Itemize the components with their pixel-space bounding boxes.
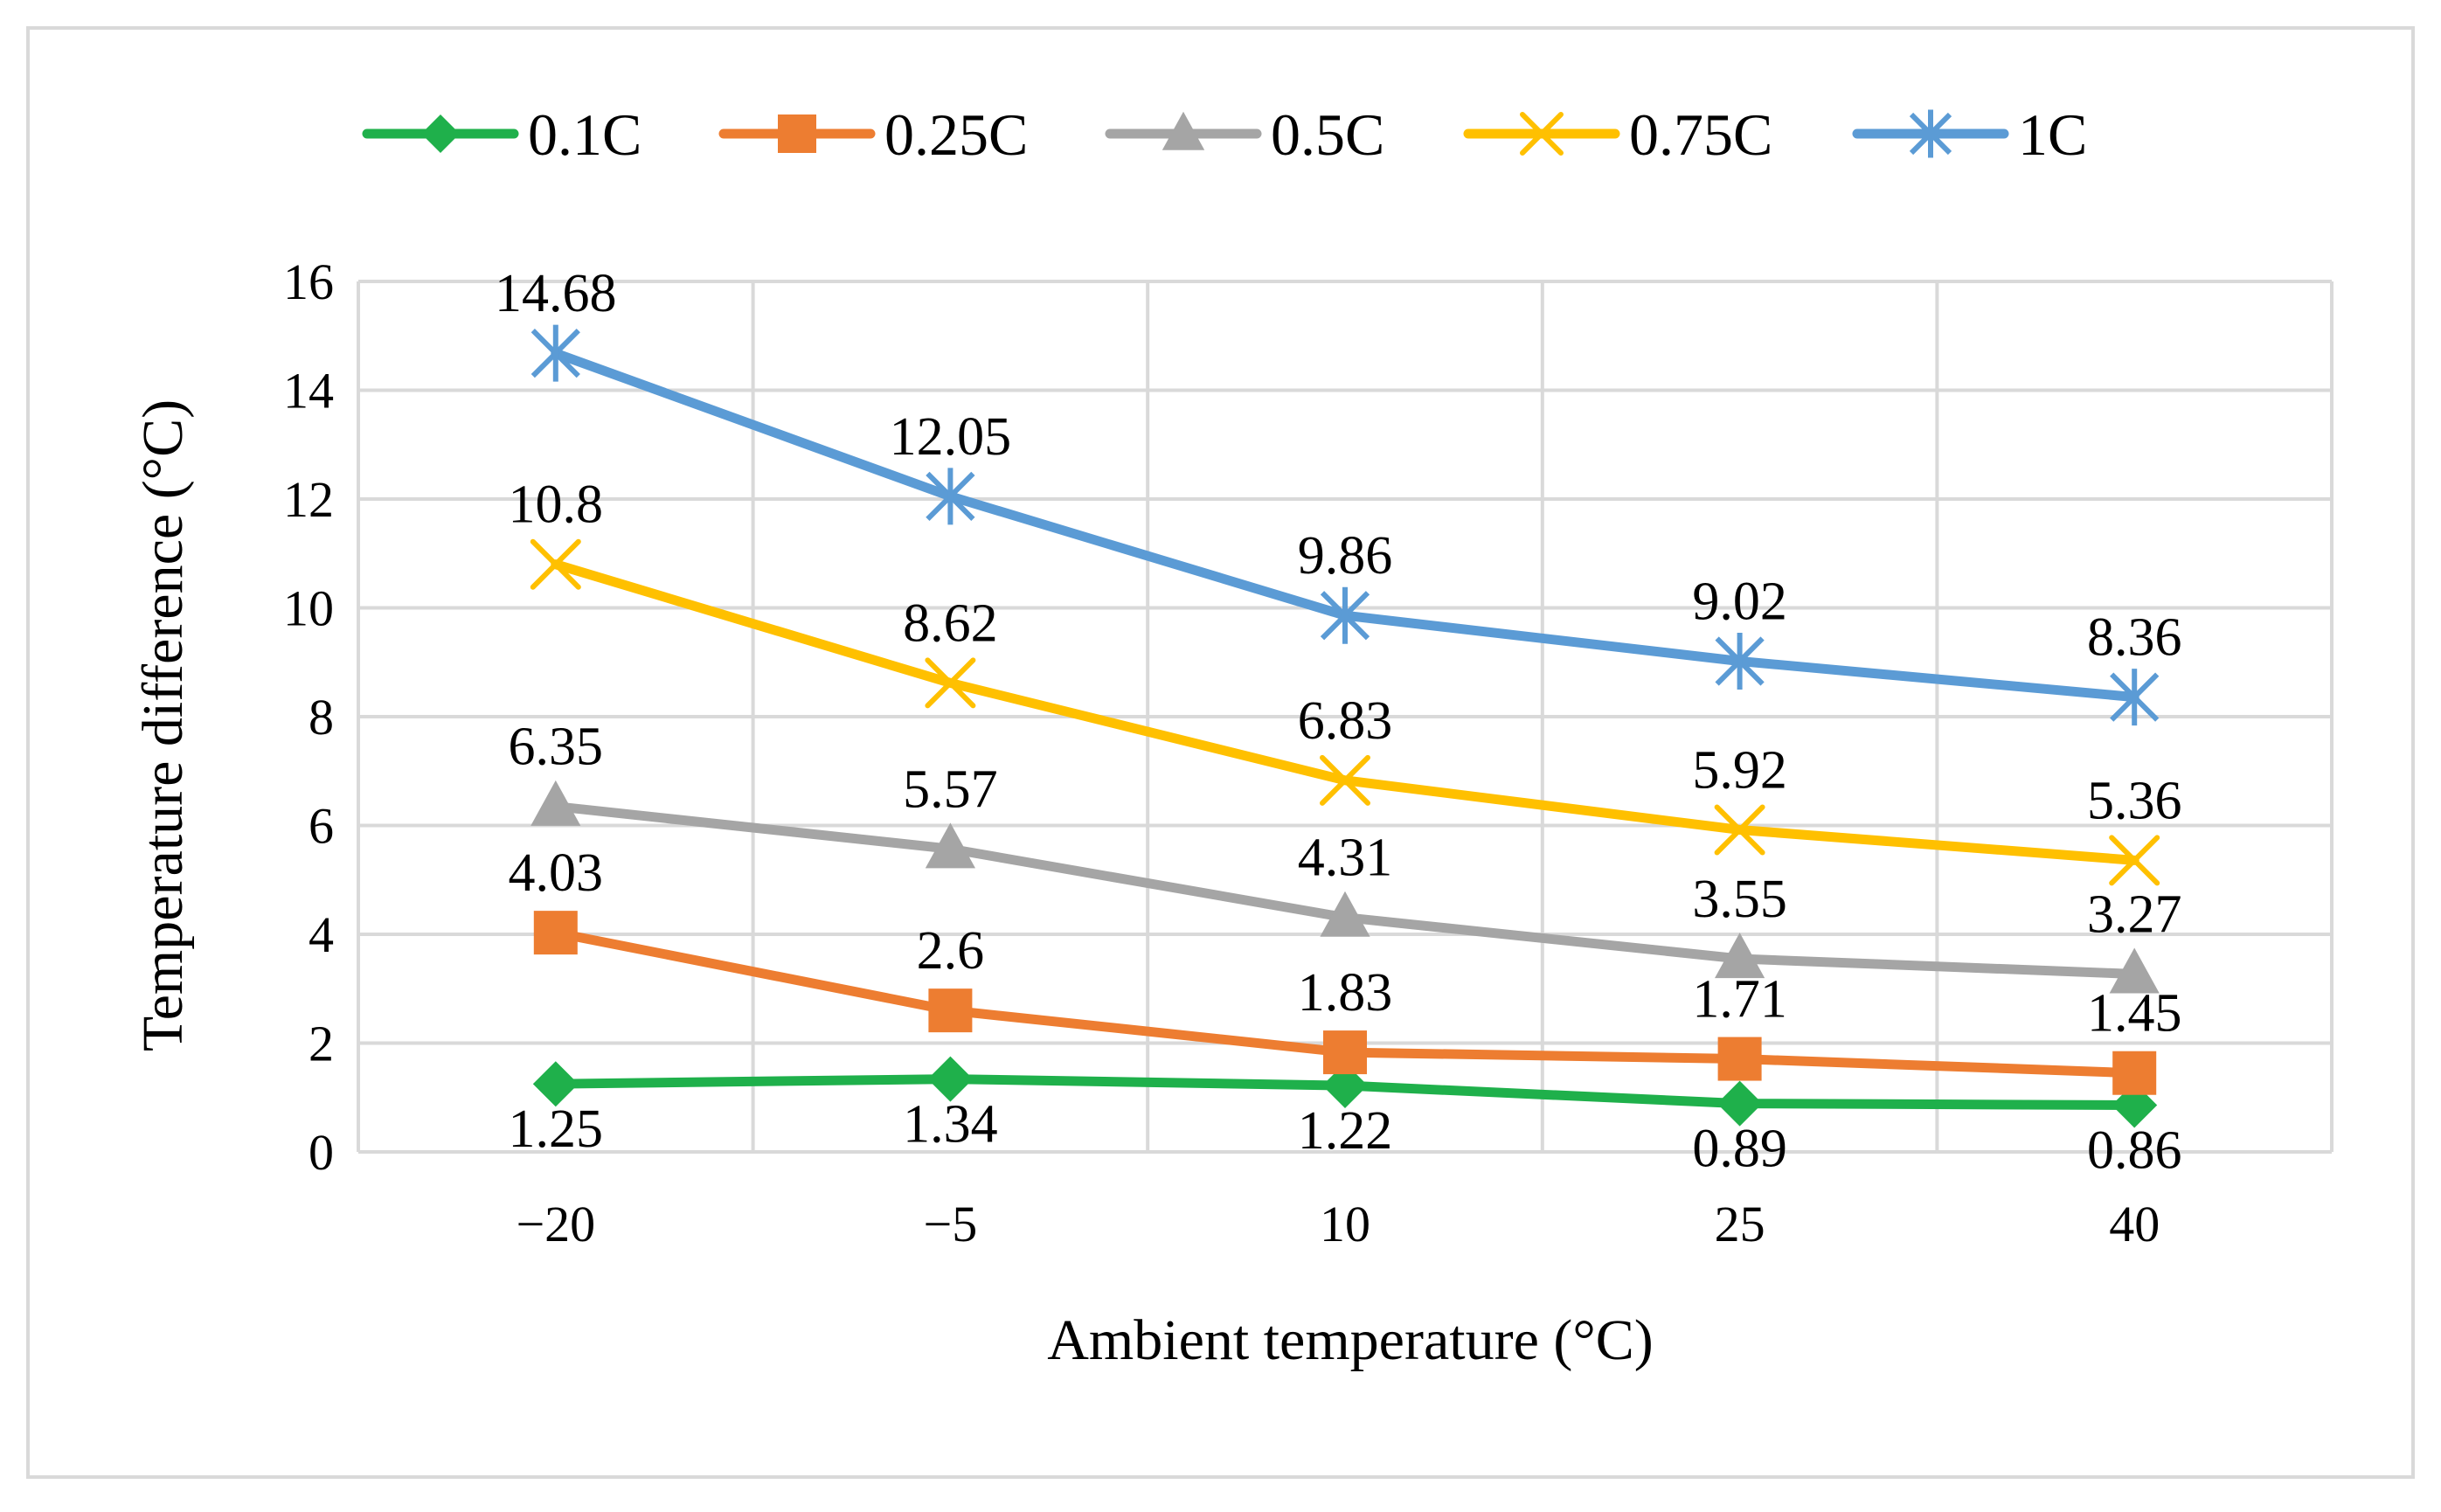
data-label-05c: 5.57 [903, 759, 998, 819]
series-lines [530, 324, 2160, 1128]
data-label-075c: 8.62 [903, 593, 998, 653]
point-075c-stroke [1714, 804, 1765, 856]
point-1c [2110, 669, 2160, 726]
legend-item-1c: 1C [1852, 101, 2087, 168]
point-1c [1715, 633, 1765, 690]
x-tick-label: 25 [1715, 1196, 1765, 1252]
y-axis-title: Temperature difference (°C) [131, 399, 195, 1051]
point-025c [928, 988, 973, 1033]
point-075c-stroke [2109, 835, 2160, 886]
x-tick-label: −5 [924, 1196, 978, 1252]
series-line-1c [551, 348, 2139, 703]
point-075c [1320, 754, 1370, 806]
point-05c [2109, 947, 2160, 994]
point-075c [1714, 804, 1765, 856]
data-label-1c: 9.86 [1298, 526, 1393, 586]
point-05c [1320, 891, 1370, 937]
point-1c [1320, 586, 1370, 644]
point-075c [925, 657, 976, 709]
series-05c [531, 780, 2160, 994]
point-05c [925, 822, 975, 869]
data-label-01c: 1.25 [509, 1099, 604, 1159]
legend-item-075c: 0.75C [1463, 101, 1772, 168]
data-label-01c: 0.86 [2087, 1120, 2182, 1180]
data-label-01c: 1.34 [903, 1095, 998, 1155]
data-label-075c: 6.83 [1298, 691, 1393, 751]
x-tick-label: −20 [516, 1196, 595, 1252]
y-tick-label: 10 [283, 580, 334, 637]
legend-marker-stroke [1520, 112, 1564, 156]
point-075c-stroke [530, 538, 581, 590]
legend: 0.1C 0.25C 0.5C 0.75C 1C [362, 101, 2087, 168]
legend-label: 0.5C [1271, 101, 1384, 168]
y-tick-label: 6 [309, 798, 334, 855]
legend-label: 0.25C [884, 101, 1028, 168]
series-1c [531, 324, 2160, 726]
legend-marker [421, 114, 460, 153]
legend-item-05c: 0.5C [1105, 101, 1384, 168]
data-label-1c: 14.68 [495, 264, 617, 323]
point-01c [1716, 1080, 1763, 1127]
legend-label: 1C [2018, 101, 2087, 168]
point-025c [1323, 1030, 1367, 1075]
data-label-075c: 5.92 [1692, 740, 1787, 800]
point-01c [532, 1061, 579, 1107]
y-tick-label: 4 [309, 906, 334, 963]
legend-marker [1520, 112, 1564, 156]
data-label-075c: 5.36 [2087, 771, 2182, 830]
data-labels: 1.25 1.34 1.22 0.89 0.86 4.03 2.6 1.83 1.71 1.45 6… [495, 264, 2181, 1180]
point-05c [1715, 933, 1765, 979]
x-tick-label: 10 [1320, 1196, 1370, 1252]
x-axis-title: Ambient temperature (°C) [1047, 1308, 1653, 1372]
series-025c [533, 911, 2157, 1095]
data-label-075c: 10.8 [509, 475, 604, 535]
data-label-05c: 3.27 [2087, 884, 2182, 944]
y-tick-label: 8 [309, 689, 334, 746]
data-label-025c: 1.45 [2087, 984, 2182, 1044]
y-axis-ticks: 0 2 4 6 8 10 12 14 16 [283, 253, 334, 1181]
y-tick-label: 16 [283, 253, 334, 310]
data-label-01c: 0.89 [1692, 1120, 1787, 1179]
legend-marker [778, 114, 816, 153]
legend-marker [1909, 109, 1952, 158]
x-axis-ticks: −20 −5 10 25 40 [516, 1196, 2160, 1252]
legend-item-01c: 0.1C [362, 101, 641, 168]
point-1c [926, 468, 975, 525]
point-025c [1717, 1037, 1762, 1081]
y-tick-label: 14 [283, 363, 334, 420]
point-1c [531, 324, 580, 382]
data-label-025c: 1.83 [1298, 963, 1393, 1023]
point-025c [2112, 1051, 2157, 1095]
y-tick-label: 12 [283, 471, 334, 528]
point-075c [2109, 835, 2160, 886]
data-label-05c: 3.55 [1692, 870, 1787, 929]
point-075c [530, 538, 581, 590]
data-label-1c: 12.05 [890, 407, 1012, 467]
data-label-025c: 4.03 [509, 843, 604, 903]
y-tick-label: 0 [309, 1124, 334, 1181]
legend-label: 0.75C [1629, 101, 1772, 168]
data-label-05c: 4.31 [1298, 829, 1393, 888]
data-label-1c: 8.36 [2087, 608, 2182, 668]
x-tick-label: 40 [2109, 1196, 2160, 1252]
data-label-01c: 1.22 [1298, 1101, 1393, 1161]
legend-label: 0.1C [528, 101, 641, 168]
series-075c [530, 538, 2160, 886]
data-label-025c: 1.71 [1692, 970, 1787, 1030]
legend-item-025c: 0.25C [718, 101, 1028, 168]
point-075c-stroke [925, 657, 976, 709]
gridlines [357, 280, 2334, 1154]
point-075c-stroke [1320, 754, 1370, 806]
point-025c [533, 911, 578, 955]
point-05c [531, 780, 581, 826]
data-label-025c: 2.6 [917, 921, 985, 981]
y-tick-label: 2 [309, 1016, 334, 1072]
data-label-1c: 9.02 [1692, 572, 1787, 632]
data-label-05c: 6.35 [509, 718, 604, 777]
point-01c [927, 1056, 974, 1102]
legend-marker [1162, 111, 1205, 150]
